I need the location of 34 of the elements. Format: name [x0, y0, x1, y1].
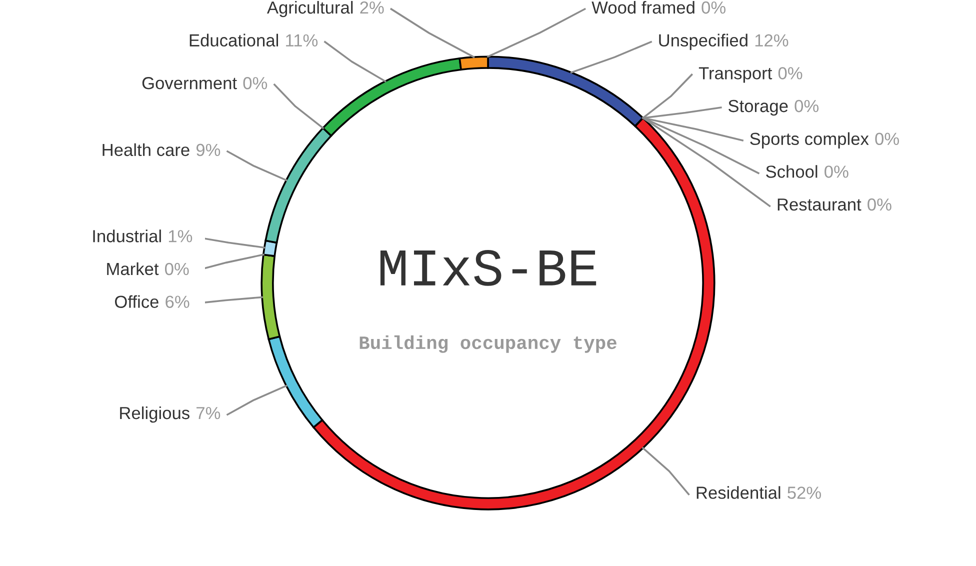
category-label: Restaurant: [778, 198, 862, 211]
text: 0%: [875, 132, 899, 146]
text: 0%: [868, 198, 892, 211]
text: 0%: [165, 262, 189, 276]
slice-label: Agricultural: [266, 0, 353, 18]
data-label: 11%: [286, 34, 318, 46]
text: 0%: [243, 76, 268, 90]
text: 0%: [778, 67, 802, 80]
category-label: School: [766, 165, 818, 178]
data-label: 1%: [168, 230, 192, 242]
text: MIxS-BE: [380, 250, 596, 286]
slice-label: Office: [115, 295, 158, 308]
text: 0%: [794, 100, 819, 112]
data-label: 2%: [360, 1, 384, 14]
data-label: 7%: [196, 407, 220, 420]
text: 0%: [824, 166, 848, 178]
data-label: 6%: [166, 296, 190, 308]
data-label: 52%: [788, 486, 822, 499]
category-label: Government: [142, 76, 237, 90]
text: 0%: [702, 1, 726, 14]
category-label: Market: [107, 262, 159, 276]
data-label: 9%: [196, 144, 220, 156]
slice-label: Health care: [102, 143, 190, 156]
slice-label: Religious: [120, 406, 190, 423]
slice-label: Unspecified: [659, 34, 748, 50]
legend-label: Storage: [728, 100, 788, 116]
category-label: Transport: [698, 67, 772, 83]
category-label: Sports complex: [750, 132, 869, 148]
text: Building occupancy type: [360, 335, 616, 353]
data-label: 12%: [755, 34, 788, 46]
slice-label: Residential: [696, 486, 780, 499]
slice-label: Industrial: [93, 230, 161, 242]
category-label: Wood framed: [592, 0, 694, 14]
slice-label: Educational: [190, 34, 278, 47]
